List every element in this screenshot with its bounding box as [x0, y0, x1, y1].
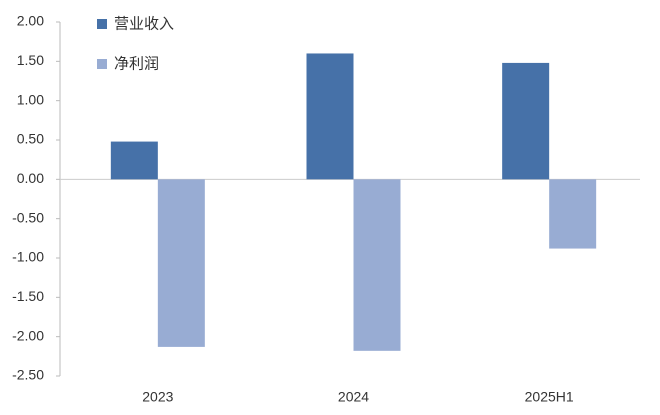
legend-swatch	[97, 59, 107, 69]
bar	[157, 179, 205, 347]
y-tick-label: -2.50	[12, 367, 44, 383]
y-tick-label: -1.50	[12, 288, 44, 304]
legend-swatch	[97, 19, 107, 29]
bar	[353, 179, 401, 351]
y-tick-label: 2.00	[17, 13, 44, 29]
y-tick-label: -1.00	[12, 249, 44, 265]
y-tick-label: 1.00	[17, 91, 44, 107]
y-tick-label: -2.00	[12, 327, 44, 343]
bar	[549, 179, 597, 249]
y-tick-label: 0.50	[17, 131, 44, 147]
legend-label: 营业收入	[114, 15, 174, 33]
x-tick-label: 2024	[338, 389, 369, 405]
x-tick-label: 2025H1	[525, 389, 574, 405]
x-tick-label: 2023	[142, 389, 173, 405]
bar	[306, 53, 354, 180]
legend-label: 净利润	[114, 55, 159, 73]
y-tick-label: 0.00	[17, 170, 44, 186]
y-tick-label: 1.50	[17, 52, 44, 68]
y-tick-label: -0.50	[12, 209, 44, 225]
bar	[110, 141, 158, 180]
bar	[502, 62, 550, 180]
